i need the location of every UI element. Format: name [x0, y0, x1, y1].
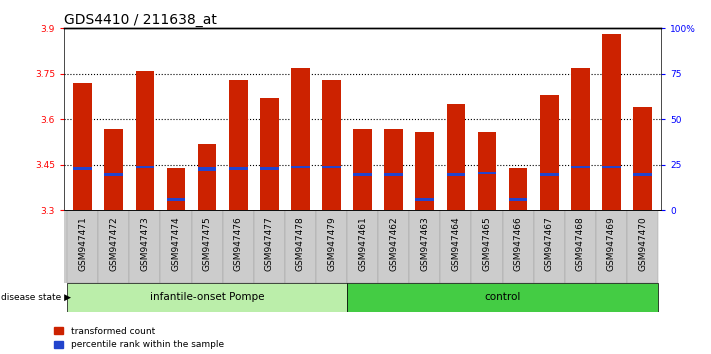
Bar: [415, 132, 434, 211]
Text: GSM947473: GSM947473: [140, 216, 149, 271]
Bar: [322, 80, 341, 211]
Bar: [98, 211, 129, 283]
Text: GSM947463: GSM947463: [420, 216, 429, 271]
Bar: [198, 167, 216, 171]
Bar: [316, 211, 347, 283]
Bar: [571, 166, 589, 168]
Text: GSM947472: GSM947472: [109, 216, 118, 271]
Legend: transformed count, percentile rank within the sample: transformed count, percentile rank withi…: [54, 327, 224, 349]
Text: GSM947461: GSM947461: [358, 216, 367, 271]
Text: GSM947464: GSM947464: [451, 216, 461, 271]
Bar: [291, 68, 310, 211]
Bar: [627, 211, 658, 283]
Bar: [229, 167, 247, 170]
Bar: [596, 211, 627, 283]
Text: GSM947478: GSM947478: [296, 216, 305, 271]
Bar: [166, 168, 186, 211]
Bar: [347, 283, 658, 312]
Bar: [478, 132, 496, 211]
Text: GSM947470: GSM947470: [638, 216, 647, 271]
Bar: [634, 173, 652, 176]
Bar: [105, 173, 123, 176]
Bar: [198, 144, 216, 211]
Bar: [136, 71, 154, 211]
Bar: [602, 34, 621, 211]
Bar: [73, 167, 92, 170]
Bar: [229, 80, 247, 211]
Text: GSM947466: GSM947466: [513, 216, 523, 271]
Bar: [191, 211, 223, 283]
Text: GSM947477: GSM947477: [264, 216, 274, 271]
Bar: [540, 173, 559, 176]
Bar: [571, 68, 589, 211]
Bar: [285, 211, 316, 283]
Bar: [602, 166, 621, 168]
Bar: [503, 211, 534, 283]
Bar: [161, 211, 191, 283]
Text: GDS4410 / 211638_at: GDS4410 / 211638_at: [64, 13, 217, 27]
Bar: [634, 107, 652, 211]
Bar: [410, 211, 440, 283]
Text: disease state ▶: disease state ▶: [1, 293, 70, 302]
Bar: [471, 211, 503, 283]
Bar: [291, 166, 310, 168]
Bar: [534, 211, 565, 283]
Text: GSM947462: GSM947462: [389, 216, 398, 271]
Bar: [385, 173, 403, 176]
Text: GSM947476: GSM947476: [234, 216, 242, 271]
Bar: [260, 98, 279, 211]
Bar: [67, 211, 98, 283]
Bar: [440, 211, 471, 283]
Bar: [73, 83, 92, 211]
Bar: [447, 173, 465, 176]
Bar: [378, 211, 410, 283]
Bar: [322, 166, 341, 168]
Bar: [166, 198, 186, 201]
Bar: [105, 129, 123, 211]
Bar: [509, 168, 528, 211]
Bar: [67, 283, 347, 312]
Bar: [223, 211, 254, 283]
Bar: [565, 211, 596, 283]
Text: GSM947469: GSM947469: [607, 216, 616, 271]
Bar: [415, 198, 434, 201]
Text: control: control: [484, 292, 520, 302]
Bar: [353, 129, 372, 211]
Text: GSM947474: GSM947474: [171, 216, 181, 271]
Bar: [353, 173, 372, 176]
Bar: [347, 211, 378, 283]
Text: infantile-onset Pompe: infantile-onset Pompe: [150, 292, 264, 302]
Bar: [478, 172, 496, 174]
Text: GSM947465: GSM947465: [483, 216, 491, 271]
Text: GSM947475: GSM947475: [203, 216, 212, 271]
Text: GSM947479: GSM947479: [327, 216, 336, 271]
Bar: [509, 198, 528, 201]
Bar: [129, 211, 161, 283]
Bar: [447, 104, 465, 211]
Bar: [385, 129, 403, 211]
Text: GSM947471: GSM947471: [78, 216, 87, 271]
Bar: [254, 211, 285, 283]
Bar: [136, 166, 154, 168]
Text: GSM947468: GSM947468: [576, 216, 585, 271]
Bar: [540, 95, 559, 211]
Text: GSM947467: GSM947467: [545, 216, 554, 271]
Bar: [260, 167, 279, 170]
